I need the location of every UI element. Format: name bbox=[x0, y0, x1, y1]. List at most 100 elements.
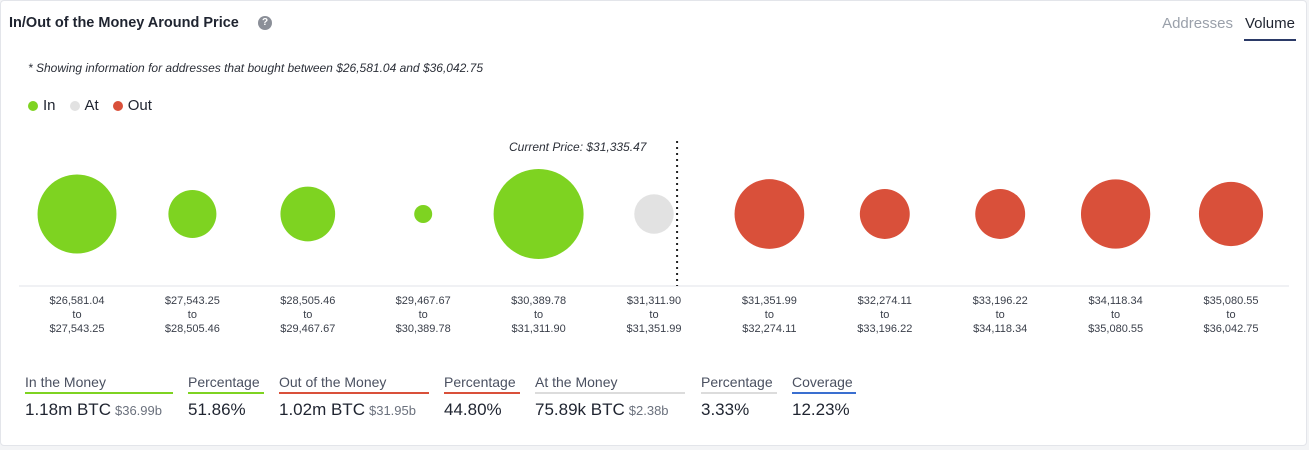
stat-value: 44.80% bbox=[444, 400, 520, 420]
legend-label-out: Out bbox=[127, 97, 152, 114]
tab-addresses[interactable]: Addresses bbox=[1162, 15, 1233, 32]
price-range-text: $26,581.04 bbox=[49, 295, 105, 307]
bubble-chart bbox=[19, 141, 1289, 287]
price-range-text: $33,196.22 bbox=[972, 295, 1028, 307]
stat-value-text: 75.89k BTC bbox=[535, 400, 625, 419]
price-range-text: to bbox=[764, 309, 774, 321]
stat-value-text: 1.18m BTC bbox=[25, 400, 111, 419]
price-range-text: $28,505.46 bbox=[280, 295, 336, 307]
stat-value: 12.23% bbox=[792, 400, 856, 420]
stat-label: In the Money bbox=[25, 374, 173, 394]
stat-percentage: Percentage 44.80% bbox=[444, 374, 520, 420]
stat-value-text: 51.86% bbox=[188, 400, 246, 419]
price-range-text: $27,543.25 bbox=[49, 323, 105, 335]
stat-percentage: Percentage 3.33% bbox=[701, 374, 777, 420]
view-tabs: Addresses Volume bbox=[1161, 13, 1296, 41]
stat-value: 75.89k BTC $2.38b bbox=[535, 400, 685, 420]
price-range-label: $27,543.25 to $28,505.46 bbox=[137, 294, 247, 336]
bubble-out-8[interactable] bbox=[975, 189, 1026, 239]
price-range-text: to bbox=[534, 309, 544, 321]
bubble-in-4[interactable] bbox=[493, 169, 584, 259]
price-range-text: to bbox=[303, 309, 313, 321]
stat-label: Percentage bbox=[444, 374, 520, 394]
price-range-text: $35,080.55 bbox=[1088, 323, 1144, 335]
stat-value: 51.86% bbox=[188, 400, 264, 420]
price-range-text: $27,543.25 bbox=[164, 295, 220, 307]
stat-at-the-money: At the Money 75.89k BTC $2.38b bbox=[535, 374, 685, 420]
stat-percentage: Percentage 51.86% bbox=[188, 374, 264, 420]
price-range-text: $34,118.34 bbox=[1088, 295, 1143, 307]
stat-value-text: 3.33% bbox=[701, 400, 750, 419]
price-range-text: $36,042.75 bbox=[1203, 323, 1259, 335]
stat-value: 1.02m BTC $31.95b bbox=[279, 400, 429, 420]
stat-label: Coverage bbox=[792, 374, 856, 394]
price-range-text: to bbox=[649, 309, 659, 321]
bubble-out-9[interactable] bbox=[1080, 179, 1151, 249]
stat-label: At the Money bbox=[535, 374, 685, 394]
price-range-text: $30,389.78 bbox=[511, 295, 567, 307]
price-range-label: $28,505.46 to $29,467.67 bbox=[253, 294, 363, 336]
legend-dot-at bbox=[69, 100, 80, 111]
bubble-in-1[interactable] bbox=[168, 189, 217, 239]
legend-label-at: At bbox=[84, 97, 99, 114]
bubble-at-5[interactable] bbox=[634, 194, 674, 234]
price-range-text: to bbox=[1111, 309, 1121, 321]
price-range-label: $31,351.99 to $32,274.11 bbox=[714, 294, 824, 336]
current-price-label: Current Price: $31,335.47 bbox=[509, 140, 647, 154]
price-range-text: $32,274.11 bbox=[742, 323, 797, 335]
stat-label: Percentage bbox=[701, 374, 777, 394]
price-range-labels: $26,581.04 to $27,543.25 $27,543.25 to $28,50… bbox=[1, 294, 1309, 344]
stat-in-the-money: In the Money 1.18m BTC $36.99b bbox=[25, 374, 173, 420]
bubble-in-0[interactable] bbox=[37, 174, 117, 254]
price-range-text: $28,505.46 bbox=[164, 323, 220, 335]
stat-sub-value: $31.95b bbox=[368, 403, 416, 418]
tab-volume[interactable]: Volume bbox=[1243, 13, 1296, 41]
price-range-text: to bbox=[880, 309, 890, 321]
price-range-text: $30,389.78 bbox=[395, 323, 451, 335]
legend-item-out[interactable]: Out bbox=[112, 97, 152, 114]
legend-label-in: In bbox=[43, 97, 56, 114]
legend-item-in[interactable]: In bbox=[28, 97, 56, 114]
stat-out-of-the-money: Out of the Money 1.02m BTC $31.95b bbox=[279, 374, 429, 420]
price-range-text: $35,080.55 bbox=[1203, 295, 1259, 307]
price-range-text: to bbox=[1226, 309, 1236, 321]
stat-coverage: Coverage 12.23% bbox=[792, 374, 856, 420]
card-title: In/Out of the Money Around Price bbox=[9, 15, 239, 31]
bubble-out-6[interactable] bbox=[734, 179, 805, 249]
stat-value-text: 12.23% bbox=[792, 400, 850, 419]
price-range-text: to bbox=[187, 309, 197, 321]
price-range-label: $30,389.78 to $31,311.90 bbox=[484, 294, 594, 336]
stat-value: 3.33% bbox=[701, 400, 777, 420]
price-range-text: $29,467.67 bbox=[395, 295, 451, 307]
price-range-text: $31,351.99 bbox=[741, 295, 797, 307]
stat-value-text: 44.80% bbox=[444, 400, 502, 419]
price-range-text: $29,467.67 bbox=[280, 323, 336, 335]
price-range-text: to bbox=[418, 309, 428, 321]
stat-sub-value: $2.38b bbox=[628, 403, 669, 418]
chart-legend: In At Out bbox=[28, 97, 152, 114]
price-range-text: to bbox=[995, 309, 1005, 321]
price-range-label: $29,467.67 to $30,389.78 bbox=[368, 294, 478, 336]
stat-label: Percentage bbox=[188, 374, 264, 394]
legend-dot-out bbox=[112, 100, 123, 111]
legend-item-at[interactable]: At bbox=[69, 97, 99, 114]
bubble-in-3[interactable] bbox=[414, 205, 433, 223]
price-range-label: $33,196.22 to $34,118.34 bbox=[945, 294, 1055, 336]
range-note: * Showing information for addresses that… bbox=[28, 61, 483, 75]
price-range-text: $31,351.99 bbox=[626, 323, 682, 335]
bubble-out-10[interactable] bbox=[1198, 181, 1264, 247]
bubble-in-2[interactable] bbox=[280, 186, 336, 242]
price-range-label: $32,274.11 to $33,196.22 bbox=[830, 294, 940, 336]
price-range-text: $31,311.90 bbox=[511, 323, 566, 335]
question-circle-icon[interactable]: ? bbox=[258, 16, 272, 30]
price-range-label: $35,080.55 to $36,042.75 bbox=[1176, 294, 1286, 336]
stat-value-text: 1.02m BTC bbox=[279, 400, 365, 419]
price-range-text: to bbox=[72, 309, 82, 321]
price-range-label: $31,311.90 to $31,351.99 bbox=[599, 294, 709, 336]
price-range-text: $31,311.90 bbox=[626, 295, 682, 307]
legend-dot-in bbox=[28, 100, 38, 111]
bubble-out-7[interactable] bbox=[859, 189, 910, 239]
price-range-label: $34,118.34 to $35,080.55 bbox=[1061, 294, 1171, 336]
price-range-text: $33,196.22 bbox=[857, 323, 913, 335]
